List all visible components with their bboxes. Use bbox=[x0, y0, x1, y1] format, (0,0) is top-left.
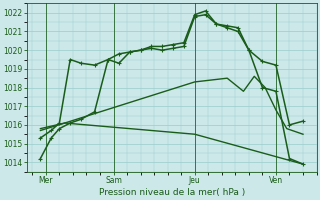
X-axis label: Pression niveau de la mer( hPa ): Pression niveau de la mer( hPa ) bbox=[99, 188, 245, 197]
